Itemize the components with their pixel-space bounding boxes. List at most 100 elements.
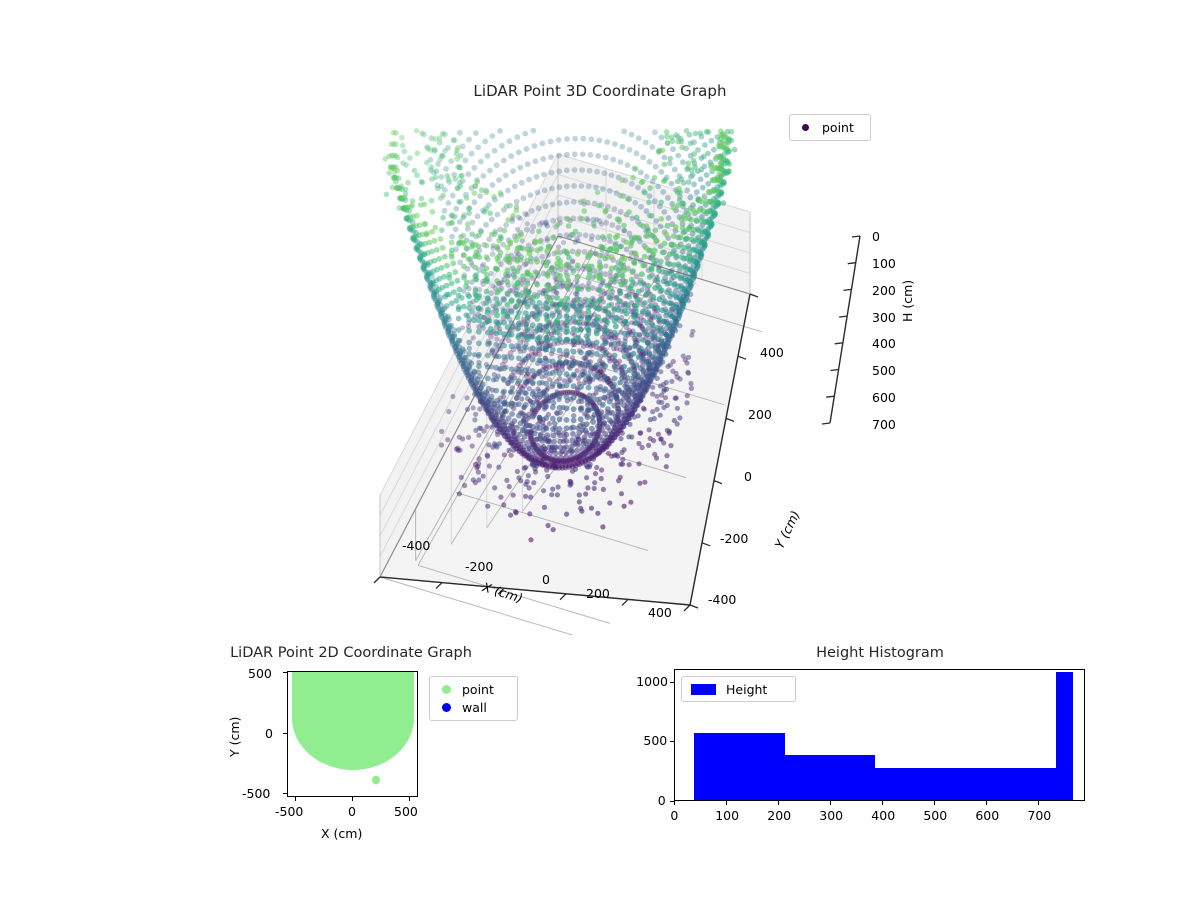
data-point: [564, 371, 570, 377]
data-point: [520, 238, 525, 243]
data-point: [618, 209, 624, 215]
data-point: [555, 222, 561, 228]
data-point: [422, 221, 428, 227]
data-point: [638, 430, 643, 435]
data-point: [564, 432, 570, 438]
data-point: [476, 329, 482, 335]
data-point: [544, 455, 550, 461]
plot2d-ytickmark-2: [283, 793, 287, 794]
histogram-ytick-1: 500: [643, 733, 667, 748]
data-point: [667, 429, 672, 434]
data-point: [653, 239, 659, 245]
data-point: [526, 473, 531, 478]
data-point: [638, 204, 644, 210]
data-point: [494, 337, 499, 342]
data-point: [585, 414, 591, 420]
data-point: [655, 184, 661, 190]
data-point: [505, 324, 511, 330]
data-point: [449, 234, 455, 240]
data-point: [515, 258, 521, 264]
data-point: [497, 128, 503, 134]
data-point: [490, 251, 496, 257]
data-point: [564, 425, 570, 431]
data-point: [616, 217, 622, 223]
data-point: [580, 151, 586, 157]
data-point: [424, 232, 430, 238]
data-point: [516, 378, 522, 384]
data-point: [607, 500, 612, 505]
plot2d-axes[interactable]: [287, 671, 418, 797]
data-point: [609, 172, 615, 178]
data-point: [704, 129, 710, 135]
data-point: [543, 415, 549, 421]
data-point: [606, 247, 612, 253]
data-point: [633, 343, 639, 349]
data-point: [652, 198, 658, 204]
data-point: [598, 409, 604, 415]
data-point: [519, 396, 524, 401]
data-point: [537, 403, 543, 409]
data-point: [388, 165, 394, 171]
data-point: [604, 319, 610, 325]
data-point: [642, 407, 647, 412]
data-point: [574, 448, 580, 454]
data-point: [543, 381, 549, 387]
data-point: [516, 214, 522, 220]
data-point: [492, 148, 498, 154]
plot2d-xtick-1: 0: [348, 804, 356, 819]
data-point: [503, 173, 509, 179]
data-point: [550, 416, 556, 422]
data-point: [471, 405, 476, 410]
data-point: [489, 232, 495, 238]
data-point: [634, 215, 640, 221]
data-point: [493, 365, 499, 371]
data-point: [485, 364, 491, 370]
data-point: [473, 242, 479, 248]
data-point: [468, 360, 474, 366]
data-point: [457, 130, 463, 136]
data-point: [671, 262, 677, 268]
data-point: [689, 333, 694, 338]
data-point: [534, 259, 540, 265]
data-point: [596, 306, 602, 312]
data-point: [686, 226, 692, 232]
data-point: [575, 251, 581, 257]
data-point: [446, 409, 451, 414]
data-point: [636, 413, 641, 418]
data-point: [493, 342, 499, 348]
data-point: [660, 189, 666, 195]
data-point: [534, 174, 540, 180]
data-point: [495, 258, 501, 264]
data-point: [546, 399, 551, 404]
data-point: [665, 260, 671, 266]
legend-entry-wall[interactable]: wall: [438, 700, 509, 715]
histogram-ytickmark: [670, 801, 674, 802]
data-point: [673, 253, 679, 259]
data-point: [453, 206, 459, 212]
plot2d-title: LiDAR Point 2D Coordinate Graph: [208, 645, 494, 661]
data-point: [601, 421, 607, 427]
plot3d-legend[interactable]: point: [789, 114, 871, 141]
data-point: [547, 421, 552, 426]
plot2d-xtickmark-1: [352, 797, 353, 801]
data-point: [564, 348, 570, 354]
data-point: [516, 401, 522, 407]
data-point: [439, 174, 445, 180]
data-point: [461, 264, 467, 270]
data-point: [451, 332, 457, 338]
data-point: [410, 198, 416, 204]
data-point: [485, 310, 491, 316]
data-point: [604, 327, 610, 333]
data-point: [586, 339, 592, 345]
data-point: [631, 351, 637, 357]
plot2d-legend[interactable]: point wall: [429, 676, 518, 721]
data-point: [526, 177, 532, 183]
data-point: [581, 198, 587, 204]
legend-entry-point[interactable]: point: [438, 682, 509, 697]
data-point: [642, 480, 647, 485]
data-point: [515, 469, 520, 474]
histogram-legend[interactable]: Height: [681, 676, 796, 702]
data-point: [699, 167, 705, 173]
data-point: [507, 484, 512, 489]
plot3d-axes[interactable]: -400 -200 0 200 400 X (cm) -400 -200 0 2…: [330, 140, 890, 620]
